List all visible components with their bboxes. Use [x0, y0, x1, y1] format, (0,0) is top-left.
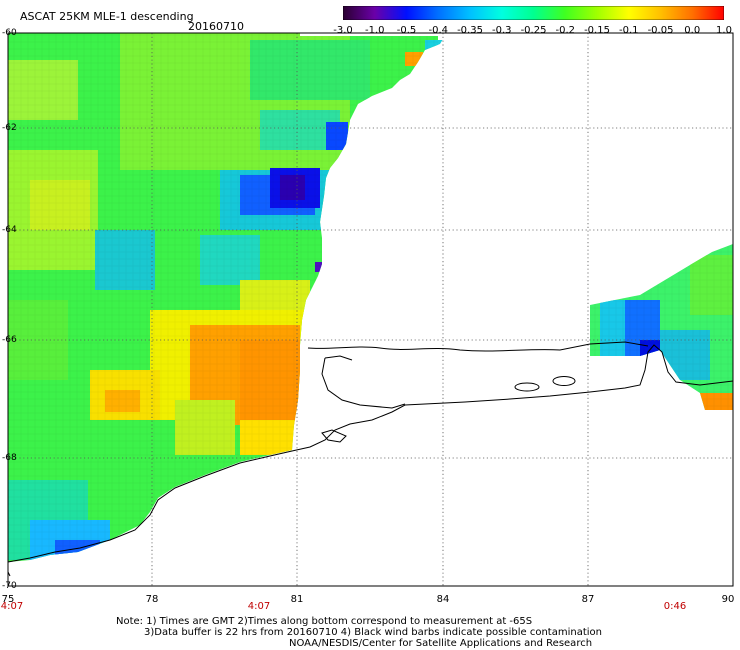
lat-label: -60 — [2, 28, 17, 38]
color-scale-tick: -3.0 — [333, 25, 353, 36]
lon-label: 81 — [290, 594, 304, 605]
map-frame — [7, 32, 734, 587]
wind-data-field-east — [590, 244, 733, 410]
time-label: 4:07 — [0, 601, 24, 612]
color-scale-tick: -0.4 — [428, 25, 449, 36]
color-scale-tick: -0.2 — [555, 25, 576, 36]
time-label: 4:07 — [247, 601, 271, 612]
lat-label: -62 — [2, 123, 17, 133]
lon-label: 78 — [145, 594, 159, 605]
product-date: 20160710 — [188, 20, 244, 33]
product-title: ASCAT 25KM MLE-1 descending — [20, 10, 194, 23]
graticule — [8, 33, 733, 586]
lat-label: -68 — [2, 453, 17, 463]
color-scale-tick: -0.05 — [647, 25, 674, 36]
lon-label: 90 — [721, 594, 735, 605]
coastline — [7, 341, 734, 577]
color-scale-tick: 0.0 — [684, 25, 701, 36]
lon-label: 75 — [1, 594, 15, 605]
color-scale-tick: 1.0 — [716, 25, 732, 36]
color-scale-tick: -0.3 — [491, 25, 512, 36]
note-line-2: 3)Data buffer is 22 hrs from 20160710 4)… — [144, 627, 602, 638]
color-scale-bar — [343, 6, 724, 20]
color-scale-tick: -0.35 — [457, 25, 483, 36]
color-scale-gradient — [343, 6, 724, 20]
lat-label: -66 — [2, 335, 17, 345]
wind-data-field — [8, 33, 443, 562]
lat-label: -70 — [2, 581, 17, 591]
note-line-3: NOAA/NESDIS/Center for Satellite Applica… — [289, 638, 593, 649]
color-scale-tick: -0.25 — [520, 25, 547, 36]
lat-label: -64 — [2, 225, 17, 235]
lon-label: 84 — [436, 594, 450, 605]
note-line-1: Note: 1) Times are GMT 2)Times along bot… — [116, 616, 533, 627]
color-scale-tick: -0.15 — [584, 25, 610, 36]
color-scale-tick: -0.5 — [396, 25, 417, 36]
time-label: 0:46 — [663, 601, 687, 612]
color-scale-tick: -0.1 — [618, 25, 639, 36]
lon-label: 87 — [581, 594, 595, 605]
color-scale-tick: -1.0 — [364, 25, 385, 36]
